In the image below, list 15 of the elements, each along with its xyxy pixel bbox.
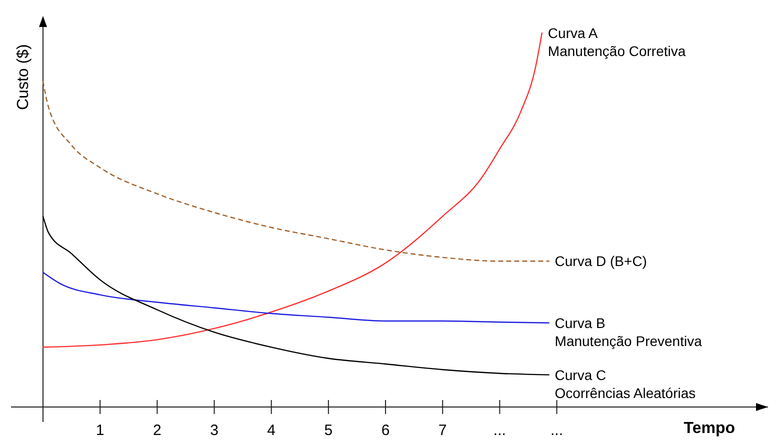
x-tick-label: 3 — [210, 422, 218, 439]
x-tick-label: ... — [550, 422, 564, 439]
x-tick-label: ... — [493, 422, 506, 439]
x-tick-label: 6 — [381, 422, 390, 439]
x-tick-label: 7 — [438, 422, 447, 439]
x-tick-label: 1 — [96, 422, 104, 439]
series-label: Curva B Manutenção Preventiva — [554, 314, 702, 349]
series-label: Curva D (B+C) — [554, 253, 647, 270]
y-axis-title: Custo ($) — [15, 44, 32, 110]
x-axis-title: Tempo — [684, 420, 736, 437]
series-label: Curva A Manutenção Corretiva — [548, 25, 686, 59]
x-tick-label: 4 — [267, 422, 276, 439]
x-tick-label: 2 — [153, 422, 162, 439]
series-label: Curva C Ocorrências Aleatórias — [554, 366, 696, 401]
x-tick-label: 5 — [324, 422, 333, 439]
